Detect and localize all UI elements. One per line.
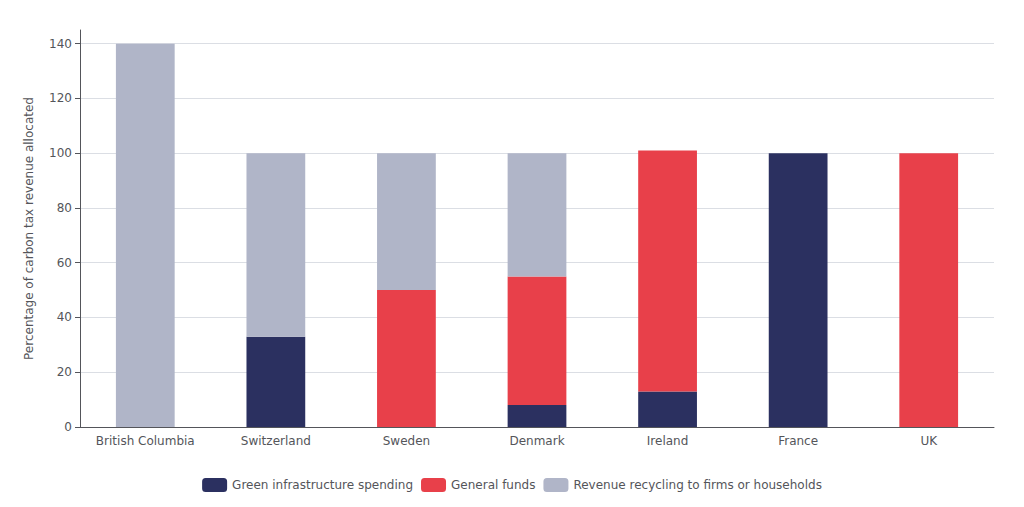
svg-text:Denmark: Denmark — [509, 434, 564, 448]
svg-text:Percentage of carbon tax reven: Percentage of carbon tax revenue allocat… — [22, 97, 36, 360]
svg-text:UK: UK — [920, 434, 938, 448]
svg-text:80: 80 — [57, 201, 72, 215]
svg-text:40: 40 — [57, 310, 72, 324]
svg-text:100: 100 — [49, 146, 72, 160]
svg-text:60: 60 — [57, 256, 72, 270]
svg-text:120: 120 — [49, 91, 72, 105]
svg-text:Switzerland: Switzerland — [241, 434, 311, 448]
svg-text:Ireland: Ireland — [647, 434, 689, 448]
svg-text:Revenue recycling to firms or: Revenue recycling to firms or households — [573, 478, 821, 492]
svg-text:France: France — [778, 434, 818, 448]
svg-text:Sweden: Sweden — [383, 434, 430, 448]
svg-text:20: 20 — [57, 365, 72, 379]
svg-text:140: 140 — [49, 37, 72, 51]
svg-text:General funds: General funds — [451, 478, 535, 492]
svg-text:British Columbia: British Columbia — [96, 434, 195, 448]
svg-text:Green infrastructure spending: Green infrastructure spending — [232, 478, 413, 492]
svg-text:0: 0 — [64, 420, 72, 434]
